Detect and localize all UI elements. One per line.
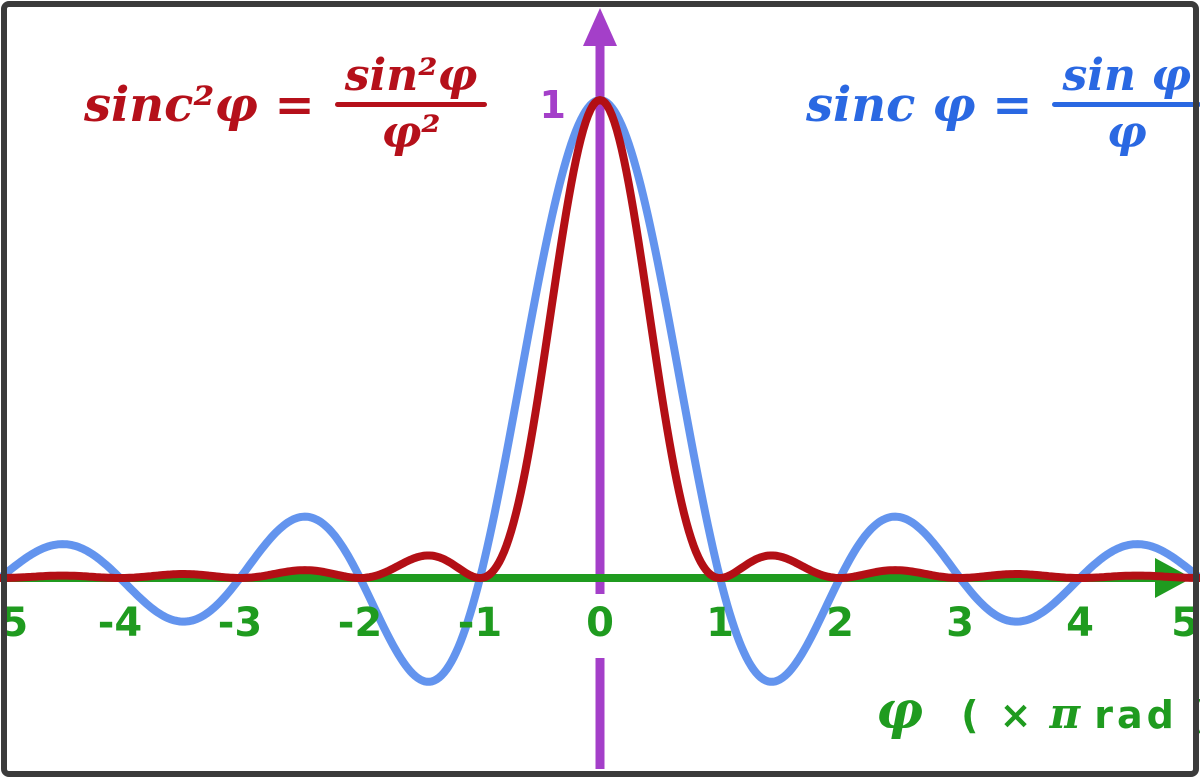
y-axis-arrowhead — [583, 8, 617, 46]
x-tick-label: -5 — [0, 600, 29, 646]
sinc-formula: sinc φ = sin φ φ — [806, 54, 1200, 155]
fraction-bar — [334, 102, 488, 107]
x-tick-label: -1 — [457, 600, 503, 646]
sinc-formula-fraction: sin φ φ — [1052, 54, 1200, 155]
x-tick-label: 4 — [1066, 600, 1094, 646]
pi-symbol: π — [1049, 689, 1081, 738]
sinc-squared-formula: sinc²φ = sin²φ φ² — [84, 50, 488, 158]
sinc-squared-formula-lhs: sinc²φ = — [84, 76, 315, 133]
x-tick-labels: -5 -4 -3 -2 -1 0 1 2 3 4 5 — [0, 600, 1200, 650]
phi-symbol: φ — [876, 680, 924, 741]
sinc-formula-denominator: φ — [1106, 107, 1147, 158]
x-tick-label: -3 — [217, 600, 263, 646]
x-axis-unit-label: φ ( × π rad ) — [876, 680, 1200, 741]
sinc-squared-formula-numerator: sin²φ — [344, 50, 478, 101]
y-axis-peak-label: 1 — [539, 83, 566, 127]
sinc-formula-numerator: sin φ — [1062, 50, 1192, 101]
sinc-squared-formula-fraction: sin²φ φ² — [334, 50, 488, 158]
x-tick-label: -2 — [337, 600, 383, 646]
sinc-formula-lhs: sinc φ = — [806, 76, 1033, 133]
x-tick-label: 0 — [586, 600, 614, 646]
sinc-squared-curve — [0, 96, 1200, 582]
x-tick-label: 3 — [946, 600, 974, 646]
x-tick-label: -4 — [97, 600, 143, 646]
fraction-bar — [1052, 102, 1200, 107]
sinc-squared-formula-denominator: φ² — [381, 107, 441, 158]
rad-close-paren: rad ) — [1094, 693, 1200, 737]
x-tick-label: 2 — [826, 600, 854, 646]
x-tick-label: 5 — [1171, 600, 1199, 646]
open-paren-times: ( × — [961, 693, 1036, 737]
x-tick-label: 1 — [706, 600, 734, 646]
